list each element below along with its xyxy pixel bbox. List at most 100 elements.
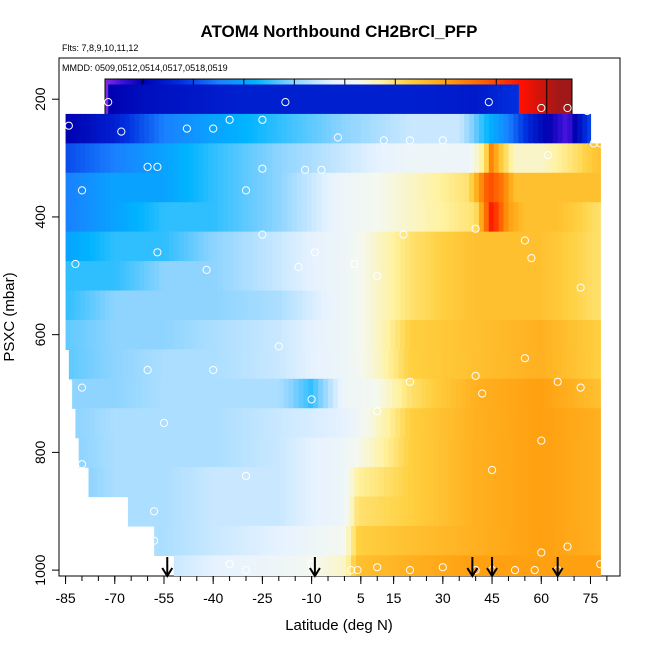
heatmap-cell xyxy=(414,202,421,233)
heatmap-cell xyxy=(482,84,488,115)
heatmap-cell xyxy=(582,525,588,556)
heatmap-cell xyxy=(444,143,450,174)
sample-point xyxy=(484,98,493,107)
heatmap-cell xyxy=(496,496,503,527)
heatmap-cell xyxy=(436,378,442,409)
heatmap-cell xyxy=(426,378,432,409)
heatmap-cell xyxy=(498,261,505,292)
heatmap-cell xyxy=(232,319,239,350)
heatmap-cell xyxy=(226,349,232,380)
heatmap-cell xyxy=(272,555,278,576)
heatmap-cell xyxy=(129,408,136,439)
heatmap-cell xyxy=(75,231,81,262)
heatmap-cell xyxy=(232,113,239,144)
heatmap-cell xyxy=(390,525,396,556)
heatmap-cell xyxy=(536,467,542,498)
heatmap-cell xyxy=(572,261,578,292)
heatmap-cell xyxy=(562,261,569,292)
heatmap-cell xyxy=(413,496,419,527)
heatmap-cell xyxy=(526,437,533,468)
heatmap-cell xyxy=(501,349,508,380)
heatmap-cell xyxy=(483,525,490,556)
heatmap-cell xyxy=(144,143,150,174)
heatmap-cell xyxy=(257,172,263,203)
heatmap-cell xyxy=(282,143,288,174)
heatmap-cell xyxy=(569,378,575,409)
heatmap-cell xyxy=(400,261,406,292)
heatmap-cell xyxy=(193,290,200,321)
heatmap-cell xyxy=(567,408,574,439)
heatmap-cell xyxy=(474,202,480,233)
heatmap-cell xyxy=(247,172,254,203)
heatmap-cell xyxy=(354,467,360,498)
heatmap-cell xyxy=(562,231,569,262)
heatmap-cell xyxy=(213,408,219,439)
heatmap-cell xyxy=(232,143,239,174)
heatmap-cell xyxy=(477,467,483,498)
x-tick-label: -25 xyxy=(252,590,272,606)
heatmap-cell xyxy=(557,261,564,292)
heatmap-cell xyxy=(246,349,252,380)
heatmap-cell xyxy=(213,202,219,233)
heatmap-cell xyxy=(547,172,554,203)
heatmap-cell xyxy=(498,525,505,556)
heatmap-cell xyxy=(575,437,582,468)
heatmap-cell xyxy=(124,408,131,439)
heatmap-cell xyxy=(232,261,239,292)
heatmap-cell xyxy=(108,467,114,498)
heatmap-cell xyxy=(218,143,224,174)
heatmap-cell xyxy=(385,525,391,556)
heatmap-cell xyxy=(144,113,150,144)
heatmap-cell xyxy=(168,202,175,233)
heatmap-cell xyxy=(395,319,401,350)
heatmap-cell xyxy=(390,172,396,203)
heatmap-cell xyxy=(490,378,496,409)
heatmap-cell xyxy=(198,202,204,233)
heatmap-cell xyxy=(562,113,569,144)
heatmap-cell xyxy=(216,84,222,115)
heatmap-cell xyxy=(328,378,334,409)
heatmap-cell xyxy=(295,349,301,380)
heatmap-cell xyxy=(429,172,436,203)
heatmap-cell xyxy=(277,555,283,576)
heatmap-cell xyxy=(170,378,177,409)
heatmap-cell xyxy=(439,319,446,350)
heatmap-cell xyxy=(552,202,559,233)
heatmap-cell xyxy=(587,172,593,203)
heatmap-cell xyxy=(375,172,382,203)
heatmap-cell xyxy=(523,290,529,321)
sample-point xyxy=(153,248,162,257)
heatmap-cell xyxy=(355,525,362,556)
heatmap-cell xyxy=(232,290,239,321)
heatmap-cell xyxy=(291,555,298,576)
heatmap-cell xyxy=(188,143,195,174)
heatmap-cell xyxy=(467,437,473,468)
heatmap-cell xyxy=(259,378,265,409)
heatmap-cell xyxy=(449,408,455,439)
heatmap-cell xyxy=(129,319,136,350)
heatmap-cell xyxy=(142,496,149,527)
heatmap-cell xyxy=(336,261,342,292)
heatmap-cell xyxy=(360,143,367,174)
heatmap-cell xyxy=(227,408,234,439)
heatmap-cell xyxy=(341,290,347,321)
heatmap-cell xyxy=(580,437,587,468)
heatmap-cell xyxy=(127,467,134,498)
heatmap-cell xyxy=(287,143,293,174)
heatmap-cell xyxy=(378,437,385,468)
heatmap-cell xyxy=(469,113,475,144)
heatmap-cell xyxy=(208,525,214,556)
sample-point xyxy=(209,124,218,133)
heatmap-cell xyxy=(326,261,332,292)
heatmap-cell xyxy=(208,319,214,350)
heatmap-cell xyxy=(291,290,298,321)
heatmap-cell xyxy=(95,290,101,321)
heatmap-cell xyxy=(454,555,460,576)
sample-point xyxy=(405,377,415,386)
flight-arrow-head xyxy=(466,567,479,578)
heatmap-cell xyxy=(218,319,224,350)
heatmap-cell xyxy=(80,172,86,203)
heatmap-cell xyxy=(511,349,518,380)
heatmap-cell xyxy=(247,202,254,233)
heatmap-cell xyxy=(162,84,168,115)
